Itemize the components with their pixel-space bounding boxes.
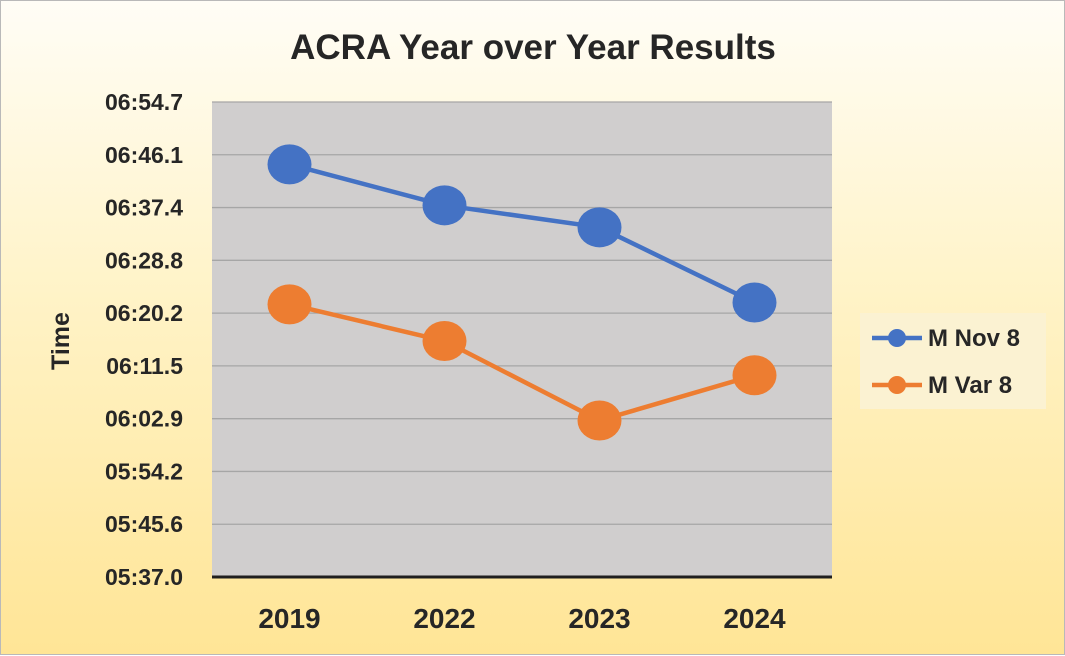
y-tick-label: 05:45.6 <box>105 511 183 537</box>
legend-marker-m-nov-8 <box>888 329 906 347</box>
data-point-m-var-8 <box>577 400 622 441</box>
series-line-m-var-8 <box>288 302 756 423</box>
y-tick-label: 05:54.2 <box>105 458 183 484</box>
y-tick-label: 06:28.8 <box>105 247 183 273</box>
data-point-m-var-8 <box>267 284 312 325</box>
legend: M Nov 8 M Var 8 <box>860 313 1046 409</box>
x-tick-label: 2022 <box>413 603 475 634</box>
legend-box <box>860 313 1046 409</box>
legend-label-m-nov-8: M Nov 8 <box>928 325 1020 352</box>
y-tick-labels: 05:37.0 05:45.6 05:54.2 06:02.9 06:11.5 06:20… <box>105 89 183 590</box>
data-point-m-var-8 <box>732 355 777 396</box>
y-tick-label: 06:54.7 <box>105 89 183 115</box>
legend-marker-m-var-8 <box>888 376 906 394</box>
x-tick-labels: 2019 2022 2023 2024 <box>258 603 786 634</box>
series-layer <box>267 144 777 441</box>
y-axis-label: Time <box>47 312 75 370</box>
y-tick-label: 05:37.0 <box>105 564 183 590</box>
plot-area <box>212 102 832 577</box>
y-tick-label: 06:37.4 <box>105 195 183 221</box>
y-tick-label: 06:02.9 <box>105 406 183 432</box>
x-tick-label: 2019 <box>258 603 320 634</box>
data-point-m-nov-8 <box>732 282 777 323</box>
y-tick-label: 06:20.2 <box>105 300 183 326</box>
y-tick-label: 06:11.5 <box>106 353 183 379</box>
grid-lines <box>212 101 832 525</box>
data-point-m-var-8 <box>422 321 467 362</box>
series-line-m-nov-8 <box>288 162 756 305</box>
data-point-m-nov-8 <box>422 185 467 226</box>
x-tick-label: 2023 <box>568 603 630 634</box>
chart-title: ACRA Year over Year Results <box>290 28 776 67</box>
y-tick-label: 06:46.1 <box>105 142 183 168</box>
data-point-m-nov-8 <box>267 144 312 185</box>
data-point-m-nov-8 <box>577 207 622 248</box>
legend-label-m-var-8: M Var 8 <box>928 372 1012 399</box>
x-tick-label: 2024 <box>723 603 786 634</box>
